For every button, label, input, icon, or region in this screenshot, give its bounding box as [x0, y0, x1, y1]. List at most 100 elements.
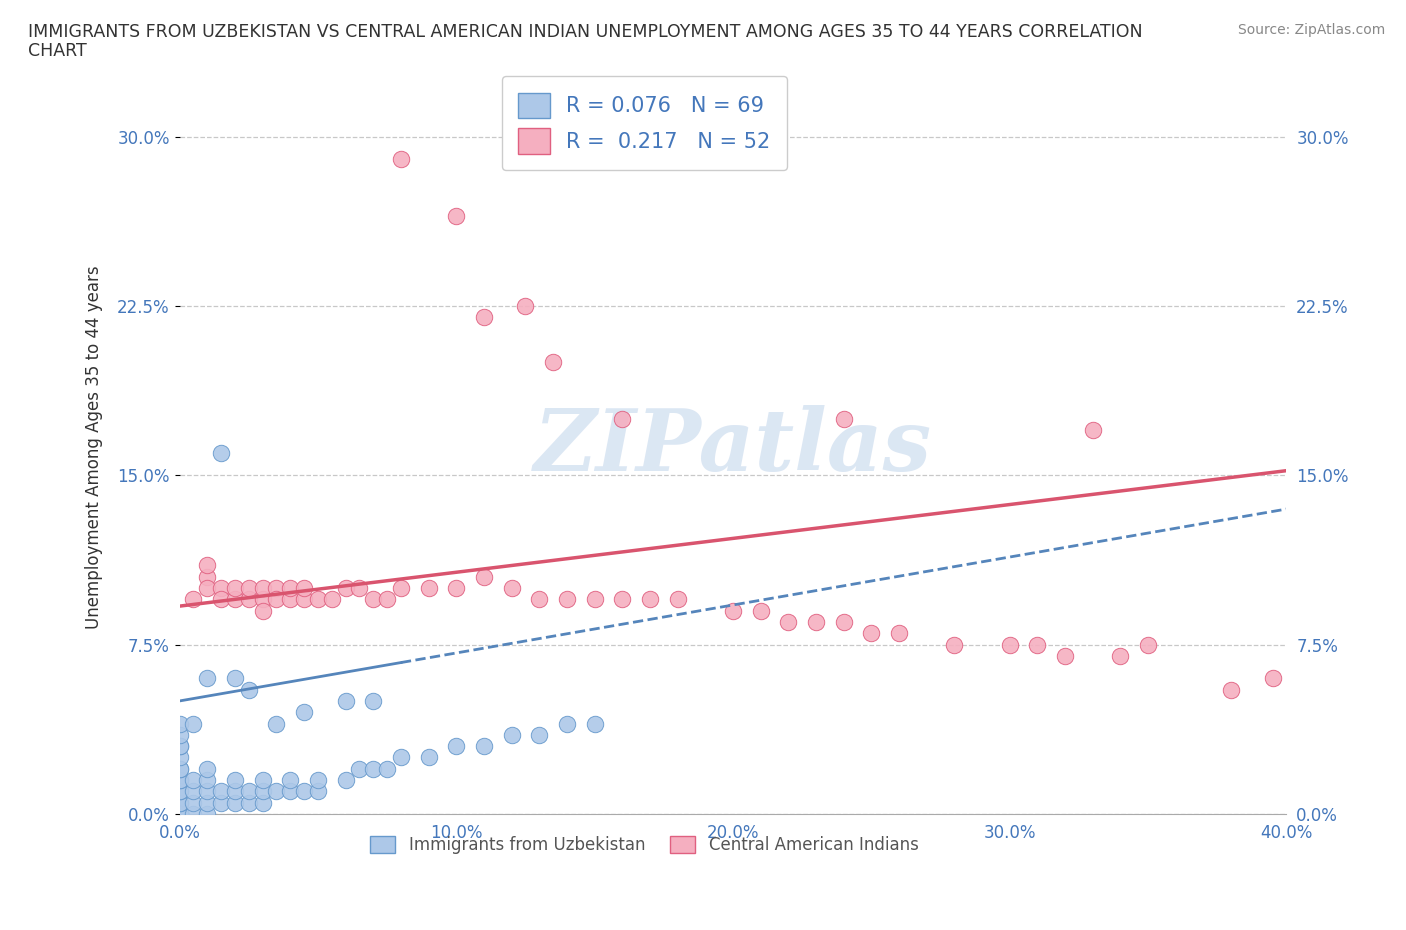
Point	[169, 795, 191, 810]
Point	[209, 784, 232, 799]
Point	[1081, 422, 1104, 437]
Point	[169, 716, 191, 731]
Point	[183, 773, 205, 788]
Point	[446, 208, 468, 223]
Point	[529, 591, 551, 606]
Point	[238, 580, 260, 595]
Point	[555, 716, 578, 731]
Point	[943, 637, 966, 652]
Point	[860, 626, 883, 641]
Point	[195, 762, 218, 777]
Point	[195, 671, 218, 685]
Point	[721, 604, 744, 618]
Point	[501, 727, 523, 742]
Point	[169, 784, 191, 799]
Point	[529, 727, 551, 742]
Point	[583, 716, 606, 731]
Point	[361, 694, 384, 709]
Point	[266, 784, 288, 799]
Point	[555, 591, 578, 606]
Point	[252, 784, 274, 799]
Point	[278, 773, 301, 788]
Point	[169, 806, 191, 821]
Point	[224, 671, 246, 685]
Point	[472, 310, 495, 325]
Point	[321, 591, 343, 606]
Point	[375, 591, 398, 606]
Text: Source: ZipAtlas.com: Source: ZipAtlas.com	[1237, 23, 1385, 37]
Point	[169, 762, 191, 777]
Point	[183, 591, 205, 606]
Text: ZIPatlas: ZIPatlas	[534, 405, 932, 488]
Point	[169, 773, 191, 788]
Y-axis label: Unemployment Among Ages 35 to 44 years: Unemployment Among Ages 35 to 44 years	[86, 265, 103, 629]
Point	[1026, 637, 1049, 652]
Point	[209, 580, 232, 595]
Point	[292, 705, 315, 720]
Point	[335, 773, 357, 788]
Point	[224, 795, 246, 810]
Point	[169, 806, 191, 821]
Point	[266, 591, 288, 606]
Point	[252, 773, 274, 788]
Point	[446, 738, 468, 753]
Point	[169, 784, 191, 799]
Point	[307, 773, 329, 788]
Point	[183, 795, 205, 810]
Point	[832, 411, 855, 426]
Point	[541, 355, 564, 370]
Point	[278, 784, 301, 799]
Point	[209, 795, 232, 810]
Point	[169, 806, 191, 821]
Point	[804, 615, 827, 630]
Point	[1220, 683, 1243, 698]
Point	[778, 615, 800, 630]
Point	[169, 738, 191, 753]
Point	[361, 591, 384, 606]
Point	[195, 773, 218, 788]
Text: IMMIGRANTS FROM UZBEKISTAN VS CENTRAL AMERICAN INDIAN UNEMPLOYMENT AMONG AGES 35: IMMIGRANTS FROM UZBEKISTAN VS CENTRAL AM…	[28, 23, 1143, 41]
Point	[252, 795, 274, 810]
Point	[335, 694, 357, 709]
Point	[238, 683, 260, 698]
Point	[638, 591, 661, 606]
Point	[529, 152, 551, 166]
Point	[612, 591, 634, 606]
Point	[887, 626, 910, 641]
Point	[418, 750, 440, 764]
Point	[666, 591, 689, 606]
Point	[252, 604, 274, 618]
Point	[169, 738, 191, 753]
Point	[209, 445, 232, 460]
Point	[224, 784, 246, 799]
Point	[169, 806, 191, 821]
Point	[224, 773, 246, 788]
Point	[278, 580, 301, 595]
Point	[1137, 637, 1160, 652]
Point	[266, 716, 288, 731]
Point	[169, 773, 191, 788]
Legend: Immigrants from Uzbekistan, Central American Indians: Immigrants from Uzbekistan, Central Amer…	[364, 829, 925, 860]
Point	[224, 591, 246, 606]
Point	[169, 795, 191, 810]
Point	[515, 299, 537, 313]
Point	[389, 580, 412, 595]
Point	[349, 580, 371, 595]
Point	[1054, 648, 1077, 663]
Point	[472, 569, 495, 584]
Point	[501, 580, 523, 595]
Point	[183, 806, 205, 821]
Point	[238, 784, 260, 799]
Text: CHART: CHART	[28, 42, 87, 60]
Point	[169, 806, 191, 821]
Point	[335, 580, 357, 595]
Point	[169, 727, 191, 742]
Point	[183, 784, 205, 799]
Point	[832, 615, 855, 630]
Point	[472, 738, 495, 753]
Point	[169, 806, 191, 821]
Point	[292, 591, 315, 606]
Point	[307, 591, 329, 606]
Point	[252, 591, 274, 606]
Point	[375, 762, 398, 777]
